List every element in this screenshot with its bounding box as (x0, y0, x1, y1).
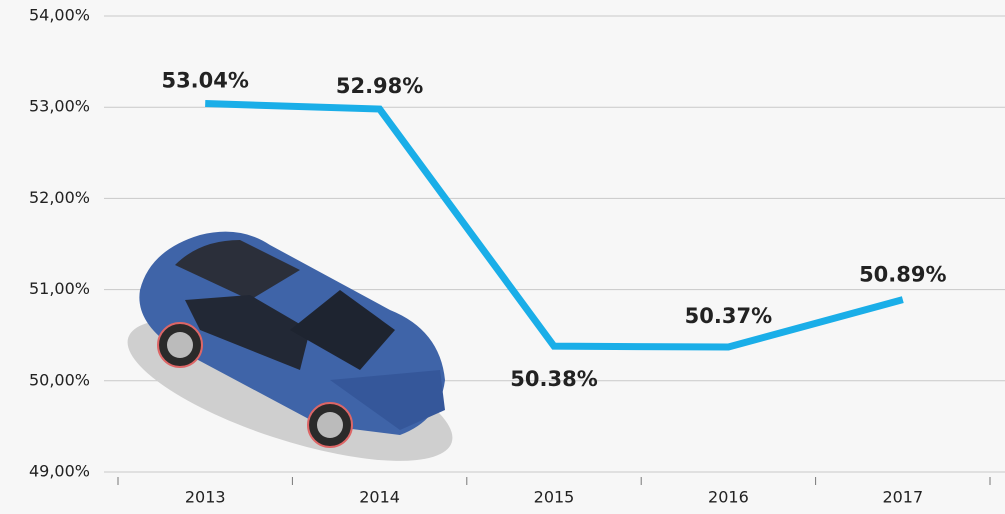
x-tick-label: 2014 (359, 488, 400, 507)
background (0, 0, 1005, 514)
x-tick-label: 2016 (708, 488, 749, 507)
car-rim (167, 332, 193, 358)
y-tick-label: 49,00% (29, 462, 90, 481)
y-tick-label: 51,00% (29, 279, 90, 298)
page: 49,00% 50,00% 51,00% 52,00% 53,00% 54,00% 2013… (0, 0, 1005, 514)
chart: 49,00% 50,00% 51,00% 52,00% 53,00% 54,00% 2013… (0, 0, 1005, 514)
y-tick-label: 52,00% (29, 188, 90, 207)
value-label: 50.38% (510, 367, 597, 391)
value-label: 50.89% (859, 263, 946, 287)
y-tick-label: 53,00% (29, 97, 90, 116)
x-tick-label: 2015 (534, 488, 575, 507)
value-label: 50.37% (685, 304, 772, 328)
x-tick-label: 2017 (882, 488, 923, 507)
value-label: 53.04% (161, 69, 248, 93)
x-tick-label: 2013 (185, 488, 226, 507)
y-tick-label: 50,00% (29, 370, 90, 389)
y-tick-label: 54,00% (29, 6, 90, 25)
value-label: 52.98% (336, 74, 423, 98)
car-rim (317, 412, 343, 438)
